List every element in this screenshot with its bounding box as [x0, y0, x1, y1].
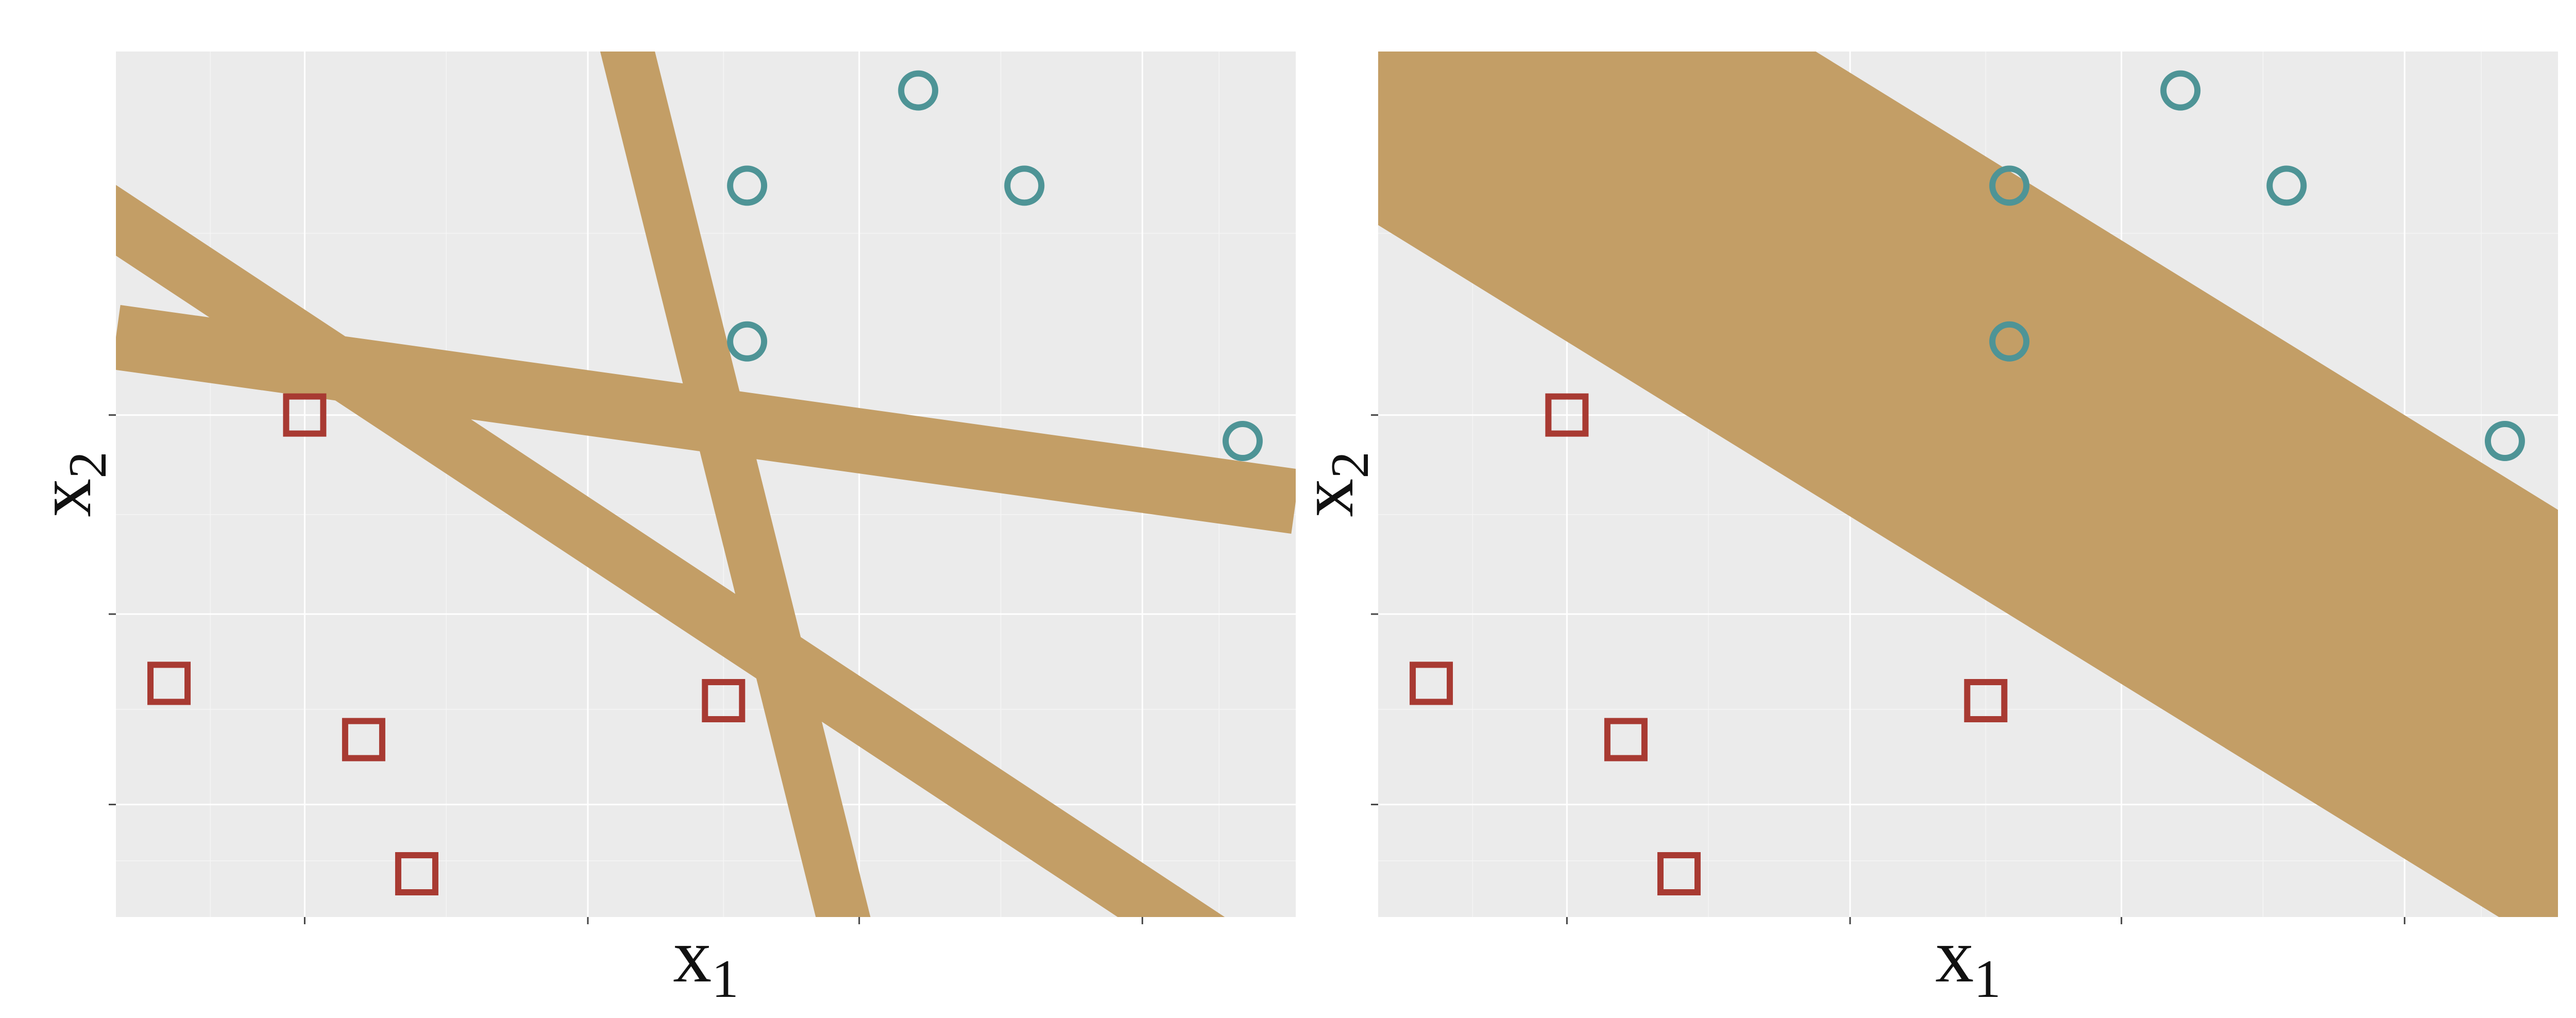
axis-ticks — [1371, 414, 2405, 924]
square-point — [283, 393, 327, 437]
data-points — [147, 70, 1263, 895]
data-points — [1410, 70, 2525, 895]
circle-point — [1989, 165, 2030, 206]
axis-ticks — [109, 414, 1143, 924]
circle-point — [2484, 421, 2525, 461]
y-axis-label: x2 — [22, 451, 117, 517]
circle-point — [2266, 165, 2307, 206]
y-axis-label-main: x — [1284, 479, 1369, 517]
square-point — [1964, 679, 2008, 722]
square-point — [147, 661, 191, 705]
y-axis-label-subscript: 2 — [1319, 451, 1380, 479]
margin-bands — [1378, 52, 2558, 917]
x-axis-label: x1 — [1935, 913, 2001, 1009]
x-axis-label: x1 — [673, 913, 739, 1009]
circle-point — [1004, 165, 1045, 206]
y-axis-label-subscript: 2 — [57, 451, 117, 479]
x-axis-label-subscript: 1 — [1974, 948, 2001, 1009]
margin-bands — [116, 52, 1296, 917]
x-axis-label-main: x — [1935, 913, 1974, 998]
circle-point — [1222, 421, 1263, 461]
circle-point — [898, 70, 939, 111]
circle-point — [2160, 70, 2201, 111]
circle-point — [727, 165, 768, 206]
x-axis-label-main: x — [673, 913, 711, 998]
y-axis-label: x2 — [1284, 451, 1380, 517]
square-point — [1604, 718, 1648, 761]
margin-band — [116, 184, 1225, 917]
square-point — [342, 718, 385, 761]
margin-band — [600, 52, 871, 917]
square-point — [1657, 852, 1701, 895]
square-point — [1410, 661, 1453, 705]
y-axis-label-main: x — [22, 479, 107, 517]
margin-band — [1378, 52, 2558, 917]
square-point — [702, 679, 745, 722]
circle-point — [1989, 321, 2030, 362]
x-axis-label-subscript: 1 — [711, 948, 739, 1009]
square-point — [1545, 393, 1589, 437]
circle-point — [727, 321, 768, 362]
square-point — [395, 852, 438, 895]
